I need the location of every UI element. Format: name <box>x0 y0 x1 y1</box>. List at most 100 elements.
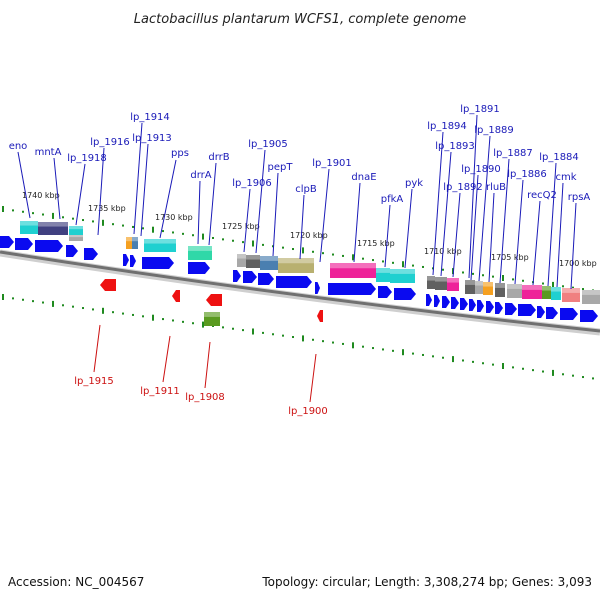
forward-gene-label[interactable]: lp_1916 <box>90 137 130 148</box>
forward-gene-label[interactable]: rpsA <box>568 192 591 203</box>
feature-box <box>475 281 483 294</box>
forward-gene-label[interactable]: lp_1905 <box>248 139 288 150</box>
forward-label-leader <box>556 182 564 288</box>
forward-gene-label[interactable]: rluB <box>486 182 506 193</box>
forward-gene-label[interactable]: lp_1886 <box>507 169 547 180</box>
forward-gene-arrow[interactable] <box>486 301 494 313</box>
reverse-gene-label[interactable]: lp_1900 <box>288 406 328 417</box>
forward-label-leader <box>470 174 479 281</box>
feature-box-sheen <box>475 281 483 286</box>
forward-gene-arrow[interactable] <box>315 282 320 294</box>
scale-dot <box>522 367 524 370</box>
forward-gene-label[interactable]: pyk <box>405 178 423 189</box>
forward-gene-label[interactable]: lp_1889 <box>474 125 514 136</box>
reverse-gene-arrow[interactable] <box>317 310 323 322</box>
reverse-gene-labels: lp_1915 lp_1911 lp_1908 lp_1900 <box>74 324 328 417</box>
forward-gene-label[interactable]: lp_1884 <box>539 152 579 163</box>
forward-gene-arrow[interactable] <box>580 310 598 322</box>
forward-label-leader <box>404 188 413 269</box>
scale-dot <box>52 212 54 219</box>
forward-label-leader <box>468 114 478 279</box>
forward-gene-arrow[interactable] <box>378 286 392 298</box>
forward-gene-label[interactable]: lp_1913 <box>132 133 172 144</box>
forward-gene-label[interactable]: cmk <box>555 172 576 183</box>
forward-gene-label[interactable]: pfkA <box>381 194 404 205</box>
forward-gene-arrow[interactable] <box>84 248 98 260</box>
forward-gene-arrow[interactable] <box>276 276 312 288</box>
forward-gene-arrow[interactable] <box>15 238 33 250</box>
forward-gene-label[interactable]: lp_1901 <box>312 158 352 169</box>
feature-box-sheen <box>246 255 260 260</box>
scale-dot <box>142 315 144 318</box>
forward-gene-label[interactable]: pps <box>171 148 189 159</box>
forward-gene-label[interactable]: drrB <box>208 152 229 163</box>
scale-dot <box>462 271 464 274</box>
scale-dot <box>302 335 304 342</box>
forward-gene-label[interactable]: mntA <box>35 147 62 158</box>
scale-dot <box>152 226 154 233</box>
forward-gene-label[interactable]: lp_1893 <box>435 141 475 152</box>
reverse-gene-label[interactable]: lp_1911 <box>140 386 180 397</box>
forward-label-leader <box>353 182 361 263</box>
forward-gene-label[interactable]: eno <box>9 141 28 152</box>
reverse-gene-label[interactable]: lp_1908 <box>185 392 225 403</box>
forward-gene-label[interactable]: drrA <box>190 170 211 181</box>
forward-gene-label[interactable]: lp_1906 <box>232 178 272 189</box>
reverse-gene-arrow[interactable] <box>172 290 180 302</box>
forward-gene-arrow[interactable] <box>442 296 450 308</box>
forward-gene-label[interactable]: lp_1887 <box>493 148 533 159</box>
scale-dot <box>22 210 24 213</box>
forward-gene-label[interactable]: lp_1918 <box>67 153 107 164</box>
forward-gene-label[interactable]: dnaE <box>351 172 376 183</box>
scale-dot <box>462 359 464 362</box>
reverse-gene-label[interactable]: lp_1915 <box>74 376 114 387</box>
feature-box <box>132 237 138 249</box>
forward-gene-arrow[interactable] <box>328 283 376 295</box>
reverse-gene-arrow[interactable] <box>206 294 222 306</box>
scale-dots-bottom <box>2 294 594 380</box>
forward-gene-arrow[interactable] <box>460 298 468 310</box>
forward-gene-arrow[interactable] <box>451 297 459 309</box>
feature-box-sheen <box>507 284 522 289</box>
accession-text: Accession: NC_004567 <box>8 575 144 589</box>
forward-gene-arrow[interactable] <box>434 295 440 307</box>
scale-label: 1705 kbp <box>491 253 529 262</box>
scale-label: 1725 kbp <box>222 222 260 231</box>
forward-gene-label[interactable]: pepT <box>268 162 294 173</box>
forward-gene-arrow[interactable] <box>243 271 257 283</box>
forward-gene-arrow[interactable] <box>258 273 274 285</box>
forward-gene-label[interactable]: lp_1891 <box>460 104 500 115</box>
forward-gene-arrow[interactable] <box>537 306 545 318</box>
forward-gene-arrow[interactable] <box>560 308 578 320</box>
scale-dot <box>282 246 284 249</box>
forward-gene-arrow[interactable] <box>477 300 484 312</box>
forward-gene-label[interactable]: lp_1890 <box>461 164 501 175</box>
forward-gene-arrow[interactable] <box>495 302 503 314</box>
forward-gene-arrow[interactable] <box>546 307 558 319</box>
forward-gene-arrow[interactable] <box>66 245 78 257</box>
forward-gene-arrow[interactable] <box>35 240 63 252</box>
forward-gene-arrow[interactable] <box>142 257 174 269</box>
forward-gene-arrow[interactable] <box>233 270 241 282</box>
forward-gene-arrow[interactable] <box>130 255 136 267</box>
forward-gene-label[interactable]: lp_1894 <box>427 121 467 132</box>
forward-gene-arrow[interactable] <box>394 288 416 300</box>
scale-dot <box>382 348 384 351</box>
forward-gene-label[interactable]: recQ2 <box>527 190 557 201</box>
reverse-strand-genes <box>100 279 323 322</box>
forward-gene-arrow[interactable] <box>469 299 476 311</box>
forward-gene-arrow[interactable] <box>188 262 210 274</box>
forward-gene-label[interactable]: clpB <box>295 184 317 195</box>
forward-gene-arrow[interactable] <box>518 304 536 316</box>
forward-gene-arrow[interactable] <box>426 294 432 306</box>
scale-dot <box>402 261 404 268</box>
forward-gene-arrow[interactable] <box>0 236 14 248</box>
feature-box-sheen <box>20 221 38 226</box>
scale-dot <box>242 241 244 244</box>
forward-gene-label[interactable]: lp_1914 <box>130 112 170 123</box>
forward-gene-arrow[interactable] <box>123 254 129 266</box>
feature-box-sheen <box>126 237 132 242</box>
forward-gene-arrow[interactable] <box>505 303 517 315</box>
forward-gene-label[interactable]: lp_1892 <box>443 182 483 193</box>
reverse-gene-arrow[interactable] <box>100 279 116 291</box>
